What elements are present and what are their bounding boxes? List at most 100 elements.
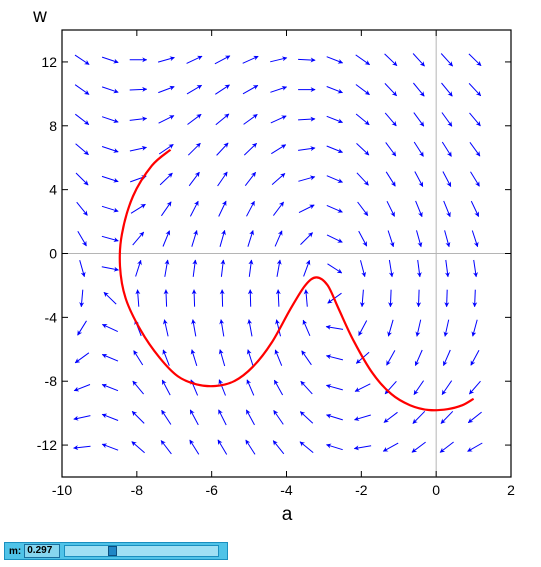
field-arrow xyxy=(73,384,91,392)
field-arrow xyxy=(133,350,144,366)
field-arrow xyxy=(385,142,397,157)
field-arrow xyxy=(298,204,315,214)
field-arrow xyxy=(218,349,226,367)
field-arrow xyxy=(468,83,482,97)
parameter-slider[interactable]: m: 0.297 xyxy=(4,542,228,560)
field-arrow xyxy=(217,171,228,187)
field-arrow xyxy=(215,113,230,126)
field-arrow xyxy=(387,230,395,248)
field-arrow xyxy=(469,112,481,127)
field-arrow xyxy=(470,171,480,187)
field-arrow xyxy=(388,259,394,278)
field-arrow xyxy=(135,289,141,307)
y-tick-label: -12 xyxy=(37,437,57,453)
field-arrow xyxy=(303,259,311,277)
field-arrow xyxy=(101,443,119,451)
slider-thumb[interactable] xyxy=(108,546,118,556)
field-arrow xyxy=(162,230,171,247)
field-arrow xyxy=(187,142,201,156)
field-arrow xyxy=(326,413,343,421)
field-arrow xyxy=(217,439,228,455)
zero-lines xyxy=(62,30,511,477)
field-arrow xyxy=(244,171,256,187)
field-arrow xyxy=(443,319,450,337)
field-arrow xyxy=(300,232,313,245)
slider-track[interactable] xyxy=(64,545,220,557)
field-arrow xyxy=(413,380,425,396)
field-arrow xyxy=(469,142,481,157)
field-arrow xyxy=(298,175,316,182)
field-arrow xyxy=(246,349,254,367)
slider-label: m: xyxy=(9,545,22,557)
field-arrow xyxy=(326,443,343,451)
field-arrow xyxy=(442,171,452,187)
field-arrow xyxy=(131,411,145,424)
trajectory xyxy=(118,148,475,412)
field-arrow xyxy=(192,259,198,277)
field-arrow xyxy=(272,201,285,216)
field-arrow xyxy=(246,200,255,217)
field-arrow xyxy=(162,319,169,337)
field-arrow xyxy=(440,410,454,424)
field-arrow xyxy=(411,441,426,453)
field-arrow xyxy=(73,415,91,421)
field-arrow xyxy=(161,379,171,396)
x-tick-label: -2 xyxy=(355,482,368,498)
field-arrow xyxy=(101,56,119,64)
x-tick-label: 0 xyxy=(432,482,440,498)
field-arrow xyxy=(358,230,368,247)
field-arrow xyxy=(468,53,482,67)
field-arrow xyxy=(276,259,282,277)
field-arrow xyxy=(386,200,395,217)
field-arrow xyxy=(327,263,343,274)
field-arrow xyxy=(325,324,344,330)
field-arrow xyxy=(413,141,424,157)
field-arrow xyxy=(413,112,425,127)
y-tick-label: -4 xyxy=(45,309,58,325)
field-arrow xyxy=(161,409,172,425)
field-arrow xyxy=(74,352,90,364)
field-arrow xyxy=(74,54,90,65)
field-arrow xyxy=(355,54,371,66)
axis-ticks: -10 -8 -6 -4 -2 0 2 -12 -8 -4 0 4 8 12 xyxy=(37,30,515,498)
field-arrow xyxy=(326,175,343,183)
field-arrow xyxy=(387,319,394,337)
field-arrow xyxy=(186,84,203,95)
field-arrow xyxy=(470,350,480,366)
field-arrow xyxy=(245,409,255,426)
field-arrow xyxy=(358,320,368,336)
y-tick-label: 12 xyxy=(41,54,57,70)
field-arrow xyxy=(302,319,311,336)
field-arrow xyxy=(443,349,451,367)
field-arrow xyxy=(275,289,281,307)
field-arrow xyxy=(354,383,371,392)
field-arrow xyxy=(186,55,203,64)
field-arrow xyxy=(326,234,343,243)
field-arrow xyxy=(416,230,423,248)
field-arrow xyxy=(158,85,175,94)
field-arrow xyxy=(270,115,287,124)
x-axis-title: a xyxy=(282,504,293,525)
field-arrow xyxy=(219,319,225,337)
slider-value-field[interactable]: 0.297 xyxy=(24,544,61,558)
field-arrow xyxy=(248,259,254,277)
field-arrow xyxy=(132,231,145,246)
field-arrow xyxy=(189,200,199,217)
field-arrow xyxy=(101,116,119,124)
field-arrow xyxy=(101,383,119,392)
field-arrow xyxy=(160,440,172,455)
field-arrow xyxy=(443,200,451,218)
field-arrow xyxy=(247,230,255,247)
field-arrow xyxy=(101,353,119,362)
field-arrow xyxy=(79,289,85,308)
field-arrow xyxy=(444,230,451,248)
field-arrow xyxy=(159,172,173,186)
field-arrow xyxy=(275,319,281,337)
field-arrow xyxy=(473,259,479,278)
field-arrow xyxy=(470,200,480,217)
field-arrow xyxy=(272,440,285,455)
field-arrow xyxy=(298,116,316,122)
field-arrow xyxy=(300,380,313,395)
field-arrow xyxy=(326,56,344,64)
field-arrow xyxy=(74,84,90,95)
